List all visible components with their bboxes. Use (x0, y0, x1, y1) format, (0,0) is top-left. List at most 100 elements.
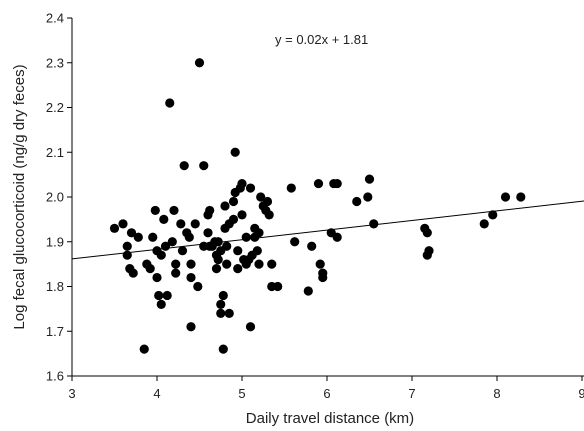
data-point (156, 299, 166, 309)
data-point (245, 183, 256, 193)
data-point (218, 344, 228, 354)
data-point (318, 272, 328, 283)
x-tick-label: 4 (153, 386, 160, 401)
data-point (159, 214, 169, 224)
data-point (162, 290, 172, 301)
data-point (479, 219, 489, 229)
data-point (422, 228, 432, 238)
data-point (332, 232, 342, 242)
data-point (109, 223, 120, 233)
x-tick-label: 6 (323, 386, 330, 401)
data-point (150, 205, 160, 216)
data-point (424, 246, 434, 256)
data-point (205, 205, 215, 216)
data-point (237, 178, 247, 189)
data-point (488, 210, 498, 220)
y-tick-label: 2.4 (46, 11, 64, 26)
data-point (152, 272, 162, 283)
data-point (364, 174, 375, 184)
data-point (165, 98, 175, 108)
data-point (222, 241, 232, 251)
y-tick-label: 2.3 (46, 55, 64, 70)
y-tick-label: 1.8 (46, 279, 64, 294)
y-tick-label: 2.2 (46, 100, 64, 115)
trendline (71, 200, 584, 260)
data-point (218, 290, 228, 301)
data-point (313, 178, 324, 189)
data-point (220, 201, 230, 211)
x-tick-label: 3 (68, 386, 75, 401)
y-tick-label: 2.0 (46, 190, 64, 205)
data-point (190, 219, 200, 229)
data-point (315, 259, 325, 269)
data-point (171, 259, 181, 269)
data-point (237, 210, 247, 220)
data-point (233, 246, 243, 256)
data-point (167, 237, 177, 247)
data-point (267, 259, 277, 269)
y-tick-label: 1.7 (46, 324, 64, 339)
data-point (516, 192, 526, 202)
data-point (303, 286, 313, 296)
data-point (228, 196, 239, 207)
data-point (128, 268, 138, 278)
points-layer (109, 58, 526, 354)
data-point (252, 246, 262, 256)
regression-equation: y = 0.02x + 1.81 (275, 32, 368, 47)
data-point (186, 272, 196, 283)
data-point (307, 241, 317, 251)
data-point (118, 219, 128, 229)
data-point (216, 308, 226, 318)
data-point (286, 183, 296, 193)
data-point (179, 161, 189, 171)
data-point (290, 237, 300, 247)
data-point (369, 219, 379, 229)
data-point (254, 228, 264, 238)
data-point (184, 232, 194, 242)
data-point (273, 281, 283, 292)
data-point (230, 147, 240, 157)
data-point (228, 214, 239, 224)
data-point (213, 255, 223, 265)
y-tick-label: 1.6 (46, 369, 64, 384)
data-point (245, 322, 256, 332)
y-axis-title: Log fecal glucocorticoid (ng/g dry feces… (11, 64, 28, 329)
data-point (363, 192, 373, 202)
data-point (176, 219, 186, 229)
x-tick-label: 5 (238, 386, 245, 401)
data-point (203, 228, 213, 238)
y-tick-label: 2.1 (46, 145, 64, 160)
data-point (256, 192, 266, 202)
data-point (145, 264, 155, 274)
data-point (262, 196, 273, 207)
data-point (332, 178, 342, 189)
data-point (224, 308, 234, 318)
data-point (126, 228, 137, 238)
ticks-layer: 3 4 5 6 7 8 9 1.6 1.7 1.8 1.9 2.0 2.1 2.2 2.3 2.4 (46, 11, 584, 402)
data-point (177, 246, 188, 256)
data-point (216, 299, 226, 309)
data-point (139, 344, 149, 354)
x-tick-label: 9 (578, 386, 584, 401)
data-point (194, 58, 205, 68)
data-point (193, 281, 203, 292)
y-tick-label: 1.9 (46, 234, 64, 249)
data-point (186, 259, 196, 269)
data-point (264, 210, 274, 220)
data-point (233, 264, 243, 274)
data-point (148, 232, 158, 242)
data-point (171, 268, 181, 278)
data-point (186, 322, 196, 332)
data-point (199, 161, 209, 171)
data-point (169, 205, 179, 216)
data-point (156, 250, 166, 260)
x-tick-label: 8 (493, 386, 500, 401)
data-point (154, 290, 164, 301)
x-tick-label: 7 (408, 386, 415, 401)
data-point (254, 259, 264, 269)
data-point (122, 241, 132, 251)
data-point (352, 196, 362, 207)
data-point (241, 232, 251, 242)
data-point (222, 259, 232, 269)
